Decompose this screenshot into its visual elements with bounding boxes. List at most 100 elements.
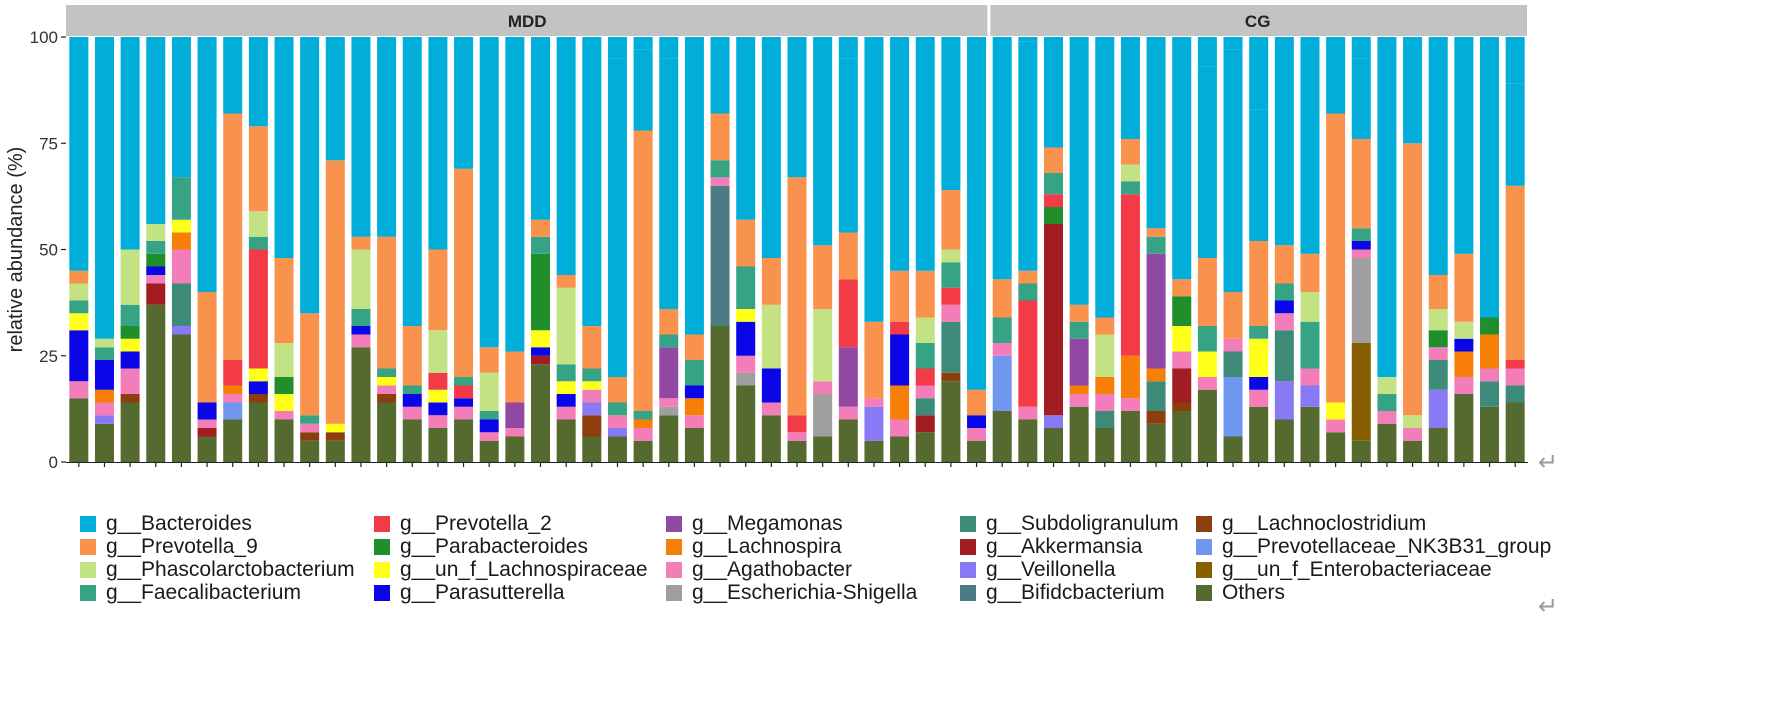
facet-label-mdd: MDD [508,12,547,31]
bar-segment-bacteroides [890,37,910,271]
bar-segment-lachnoclostridium [248,394,268,403]
bar-segment-bacteroides [633,49,653,131]
bar-segment-faecalibacterium [377,368,397,377]
bar-segment-lachnospira [1095,377,1115,394]
bar-segment-veillonella [1300,385,1320,407]
bar-segment-parasutterella [146,266,166,275]
bar-segment-agathobacter [787,432,807,441]
bar-segment-bacteroides [197,37,217,292]
bar-segment-agathobacter [813,381,833,394]
bar-segment-phascolarctobacterium [915,317,935,343]
bar-segment-un-f-lachnospiraceae [736,309,756,322]
legend-label: g__Lachnospira [692,534,842,558]
bar-segment-subdoligranulum [1095,411,1115,428]
legend-item-veillonella: g__Veillonella [960,558,1116,581]
bar-segment-veillonella [1274,381,1294,420]
bar-segment-prevotella-2 [1505,360,1525,369]
bar-segment-agathobacter [1326,419,1346,433]
bar-segment-phascolarctobacterium [1120,164,1140,182]
bar-segment-prevotella-9 [1428,275,1448,309]
bar-segment-bacteroides [761,37,781,258]
bar-segment-prevotella-9 [710,113,730,161]
bar-segment-others [428,428,448,462]
bar-segment-bacteroides-fill [1197,37,1217,67]
bar-segment-others [402,419,422,462]
sample-bar-6 [197,37,217,462]
bar-segment-bacteroides-fill [1428,37,1448,54]
bar-segment-others [1043,428,1063,462]
bar-segment-veillonella [864,406,884,441]
bar-segment-parabacteroides [1043,207,1063,224]
bar-segment-lachnospira [171,232,191,250]
return-glyph-2: ↵ [1538,593,1559,620]
bar-segment-parasutterella [454,398,474,407]
bar-segment-bacteroides-fill [633,37,653,50]
bar-segment-agathobacter [607,415,627,428]
sample-bar-33 [890,37,910,462]
legend-label: g__Faecalibacterium [106,580,301,604]
bar-segment-prevotella-9 [1326,113,1346,403]
sample-bar-49 [1300,37,1320,462]
bar-segment-bacteroides-fill [992,37,1012,63]
legend-label: g__Megamonas [692,511,843,535]
bar-segment-subdoligranulum [1223,351,1243,377]
bar-segment-phascolarctobacterium [69,283,89,301]
bar-segment-others [94,423,114,462]
bar-segment-parasutterella [531,347,551,356]
bar-segment-agathobacter [146,275,166,284]
legend-item-un-f-enterobacteriaceae: g__un_f_Enterobacteriaceae [1196,558,1492,581]
legend-label: g__Prevotella_2 [400,511,552,535]
bar-segment-parasutterella [684,385,704,399]
bar-segment-agathobacter [633,428,653,441]
bar-segment-others [1505,402,1525,462]
bar-segment-bacteroides [94,37,114,339]
bar-segment-prevotella-9 [684,334,704,360]
bar-segment-bacteroides-fill [1454,37,1474,63]
bar-segment-others [890,436,910,462]
bar-segment-bacteroides-fill [659,37,679,59]
bar-segment-veillonella [1428,389,1448,428]
bar-segment-prevotella-2 [248,249,268,369]
bar-segment-others [915,432,935,462]
sample-bar-7 [223,37,243,462]
bar-segment-bacteroides [1505,83,1525,186]
legend-label: g__Bifidcbacterium [986,580,1165,604]
bar-segment-bacteroides-fill [531,37,551,80]
bar-segment-agathobacter [556,406,576,420]
bar-segment-agathobacter [890,419,910,437]
bar-segment-others [479,440,499,462]
sample-bar-16 [454,37,474,462]
sample-bar-39 [1043,37,1063,462]
bar-segment-akkermansia [146,283,166,305]
bar-segment-prevotella-9 [1249,241,1269,326]
bar-segment-agathobacter [582,389,602,403]
bar-segment-bacteroides-fill [1300,37,1320,88]
bar-segment-parasutterella [248,381,268,394]
bar-segment-bacteroides [248,37,268,127]
bar-segment-others [1403,440,1423,462]
legend-label: g__Prevotella_9 [106,534,258,558]
bar-segment-agathobacter [454,406,474,420]
bar-segment-un-f-lachnospiraceae [1249,338,1269,377]
bar-segment-others [864,440,884,462]
legend-item-prevotella-9: g__Prevotella_9 [80,535,258,558]
sample-bar-11 [325,37,345,462]
bar-segment-bacteroides [659,58,679,309]
bar-segment-others [1428,428,1448,462]
bar-segment-bacteroides-fill [1505,37,1525,84]
bar-segment-veillonella [1043,415,1063,428]
bar-segment-bacteroides [1300,88,1320,254]
bar-segment-others [1274,419,1294,462]
legend-item-parabacteroides: g__Parabacteroides [374,535,588,558]
bar-segment-veillonella [171,326,191,335]
sample-bar-48 [1274,37,1294,462]
bar-segment-lachnoclostridium [325,432,345,441]
bar-segment-faecalibacterium [659,334,679,348]
bar-segment-faecalibacterium [941,262,961,288]
bar-segment-agathobacter [736,355,756,373]
legend-label: g__un_f_Enterobacteriaceae [1222,557,1492,581]
legend-item-un-f-lachnospiraceae: g__un_f_Lachnospiraceae [374,558,648,581]
bar-segment-un-f-lachnospiraceae [120,338,140,352]
bar-segment-prevotella-9 [197,292,217,403]
bar-segment-bacteroides [736,37,756,220]
